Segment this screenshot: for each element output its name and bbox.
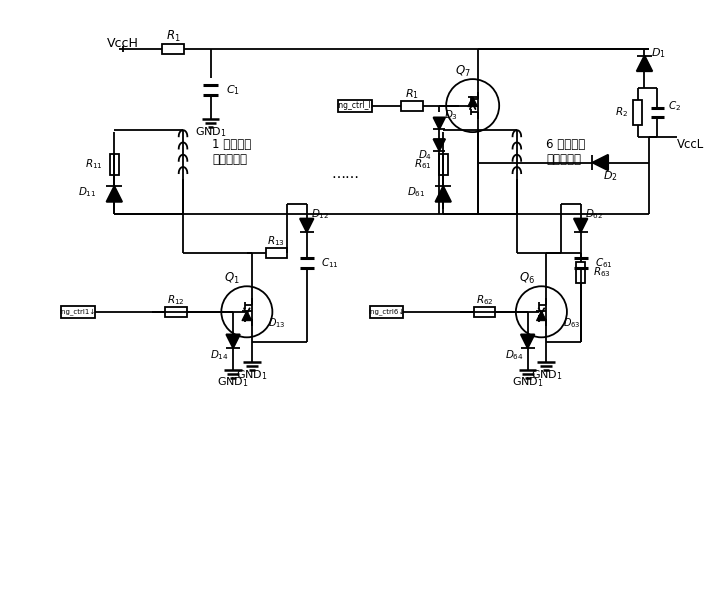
Bar — [62, 306, 95, 318]
Polygon shape — [435, 186, 451, 202]
Polygon shape — [106, 186, 122, 202]
Text: 电磁阀线圈: 电磁阀线圈 — [547, 153, 581, 166]
Text: $C_2$: $C_2$ — [668, 100, 681, 114]
Bar — [162, 44, 184, 54]
Text: $D_3$: $D_3$ — [444, 108, 458, 122]
Text: $Q_7$: $Q_7$ — [455, 64, 471, 79]
Text: VccL: VccL — [677, 138, 704, 151]
Bar — [633, 100, 642, 125]
Text: GND$_1$: GND$_1$ — [530, 368, 562, 382]
Text: $D_1$: $D_1$ — [651, 47, 666, 60]
Text: $D_4$: $D_4$ — [418, 148, 433, 161]
Text: $R_{63}$: $R_{63}$ — [593, 265, 611, 279]
Polygon shape — [573, 219, 588, 232]
Text: $R_{13}$: $R_{13}$ — [268, 234, 285, 248]
Polygon shape — [227, 334, 240, 348]
Text: $C_1$: $C_1$ — [227, 83, 240, 97]
Polygon shape — [521, 334, 535, 348]
Polygon shape — [300, 219, 314, 232]
Polygon shape — [433, 139, 445, 150]
Polygon shape — [537, 311, 547, 321]
Text: $Q_1$: $Q_1$ — [224, 271, 240, 286]
Bar — [370, 306, 403, 318]
Polygon shape — [433, 117, 445, 129]
Text: VccH: VccH — [106, 37, 138, 50]
Bar — [166, 307, 187, 317]
Bar — [266, 248, 287, 258]
Text: GND$_1$: GND$_1$ — [236, 368, 268, 382]
Text: $C_{61}$: $C_{61}$ — [595, 256, 613, 270]
Text: $D_{63}$: $D_{63}$ — [563, 317, 581, 330]
Text: $R_1$: $R_1$ — [405, 87, 418, 101]
Bar — [401, 101, 423, 111]
Text: $R_{61}$: $R_{61}$ — [413, 158, 431, 172]
Text: $R_{12}$: $R_{12}$ — [167, 293, 185, 307]
Text: $R_{11}$: $R_{11}$ — [85, 158, 103, 172]
Text: $C_{11}$: $C_{11}$ — [321, 256, 339, 270]
Bar — [474, 307, 496, 317]
Bar — [439, 154, 447, 175]
Text: $D_{64}$: $D_{64}$ — [505, 348, 523, 362]
Polygon shape — [593, 155, 608, 170]
Text: $R_2$: $R_2$ — [615, 105, 628, 119]
Text: $D_{14}$: $D_{14}$ — [210, 348, 229, 362]
Text: GND$_1$: GND$_1$ — [512, 376, 544, 389]
Text: ing_ctrl1↓: ing_ctrl1↓ — [60, 308, 96, 315]
Text: $D_{61}$: $D_{61}$ — [407, 185, 426, 199]
Text: $D_{13}$: $D_{13}$ — [268, 317, 286, 330]
Bar — [338, 100, 372, 111]
Text: $R_1$: $R_1$ — [166, 29, 181, 45]
Text: ing_ctrl_II: ing_ctrl_II — [336, 101, 373, 110]
Polygon shape — [242, 311, 252, 321]
Polygon shape — [468, 97, 478, 107]
Text: 6 号喷油器: 6 号喷油器 — [547, 138, 586, 151]
Text: $D_{11}$: $D_{11}$ — [78, 185, 96, 199]
Text: 1 号喷油器: 1 号喷油器 — [212, 138, 252, 151]
Text: $D_{62}$: $D_{62}$ — [586, 206, 604, 220]
Bar — [110, 154, 119, 175]
Bar — [576, 262, 585, 284]
Text: ing_ctrl6↓: ing_ctrl6↓ — [368, 308, 404, 315]
Text: $R_{62}$: $R_{62}$ — [476, 293, 493, 307]
Text: GND$_1$: GND$_1$ — [195, 125, 227, 139]
Text: $D_2$: $D_2$ — [603, 169, 617, 183]
Text: $D_{12}$: $D_{12}$ — [312, 206, 330, 220]
Polygon shape — [636, 55, 652, 71]
Text: 电磁阀线圈: 电磁阀线圈 — [212, 153, 248, 166]
Text: GND$_1$: GND$_1$ — [217, 376, 249, 389]
Text: $Q_6$: $Q_6$ — [519, 271, 535, 286]
Text: ……: …… — [331, 167, 359, 181]
